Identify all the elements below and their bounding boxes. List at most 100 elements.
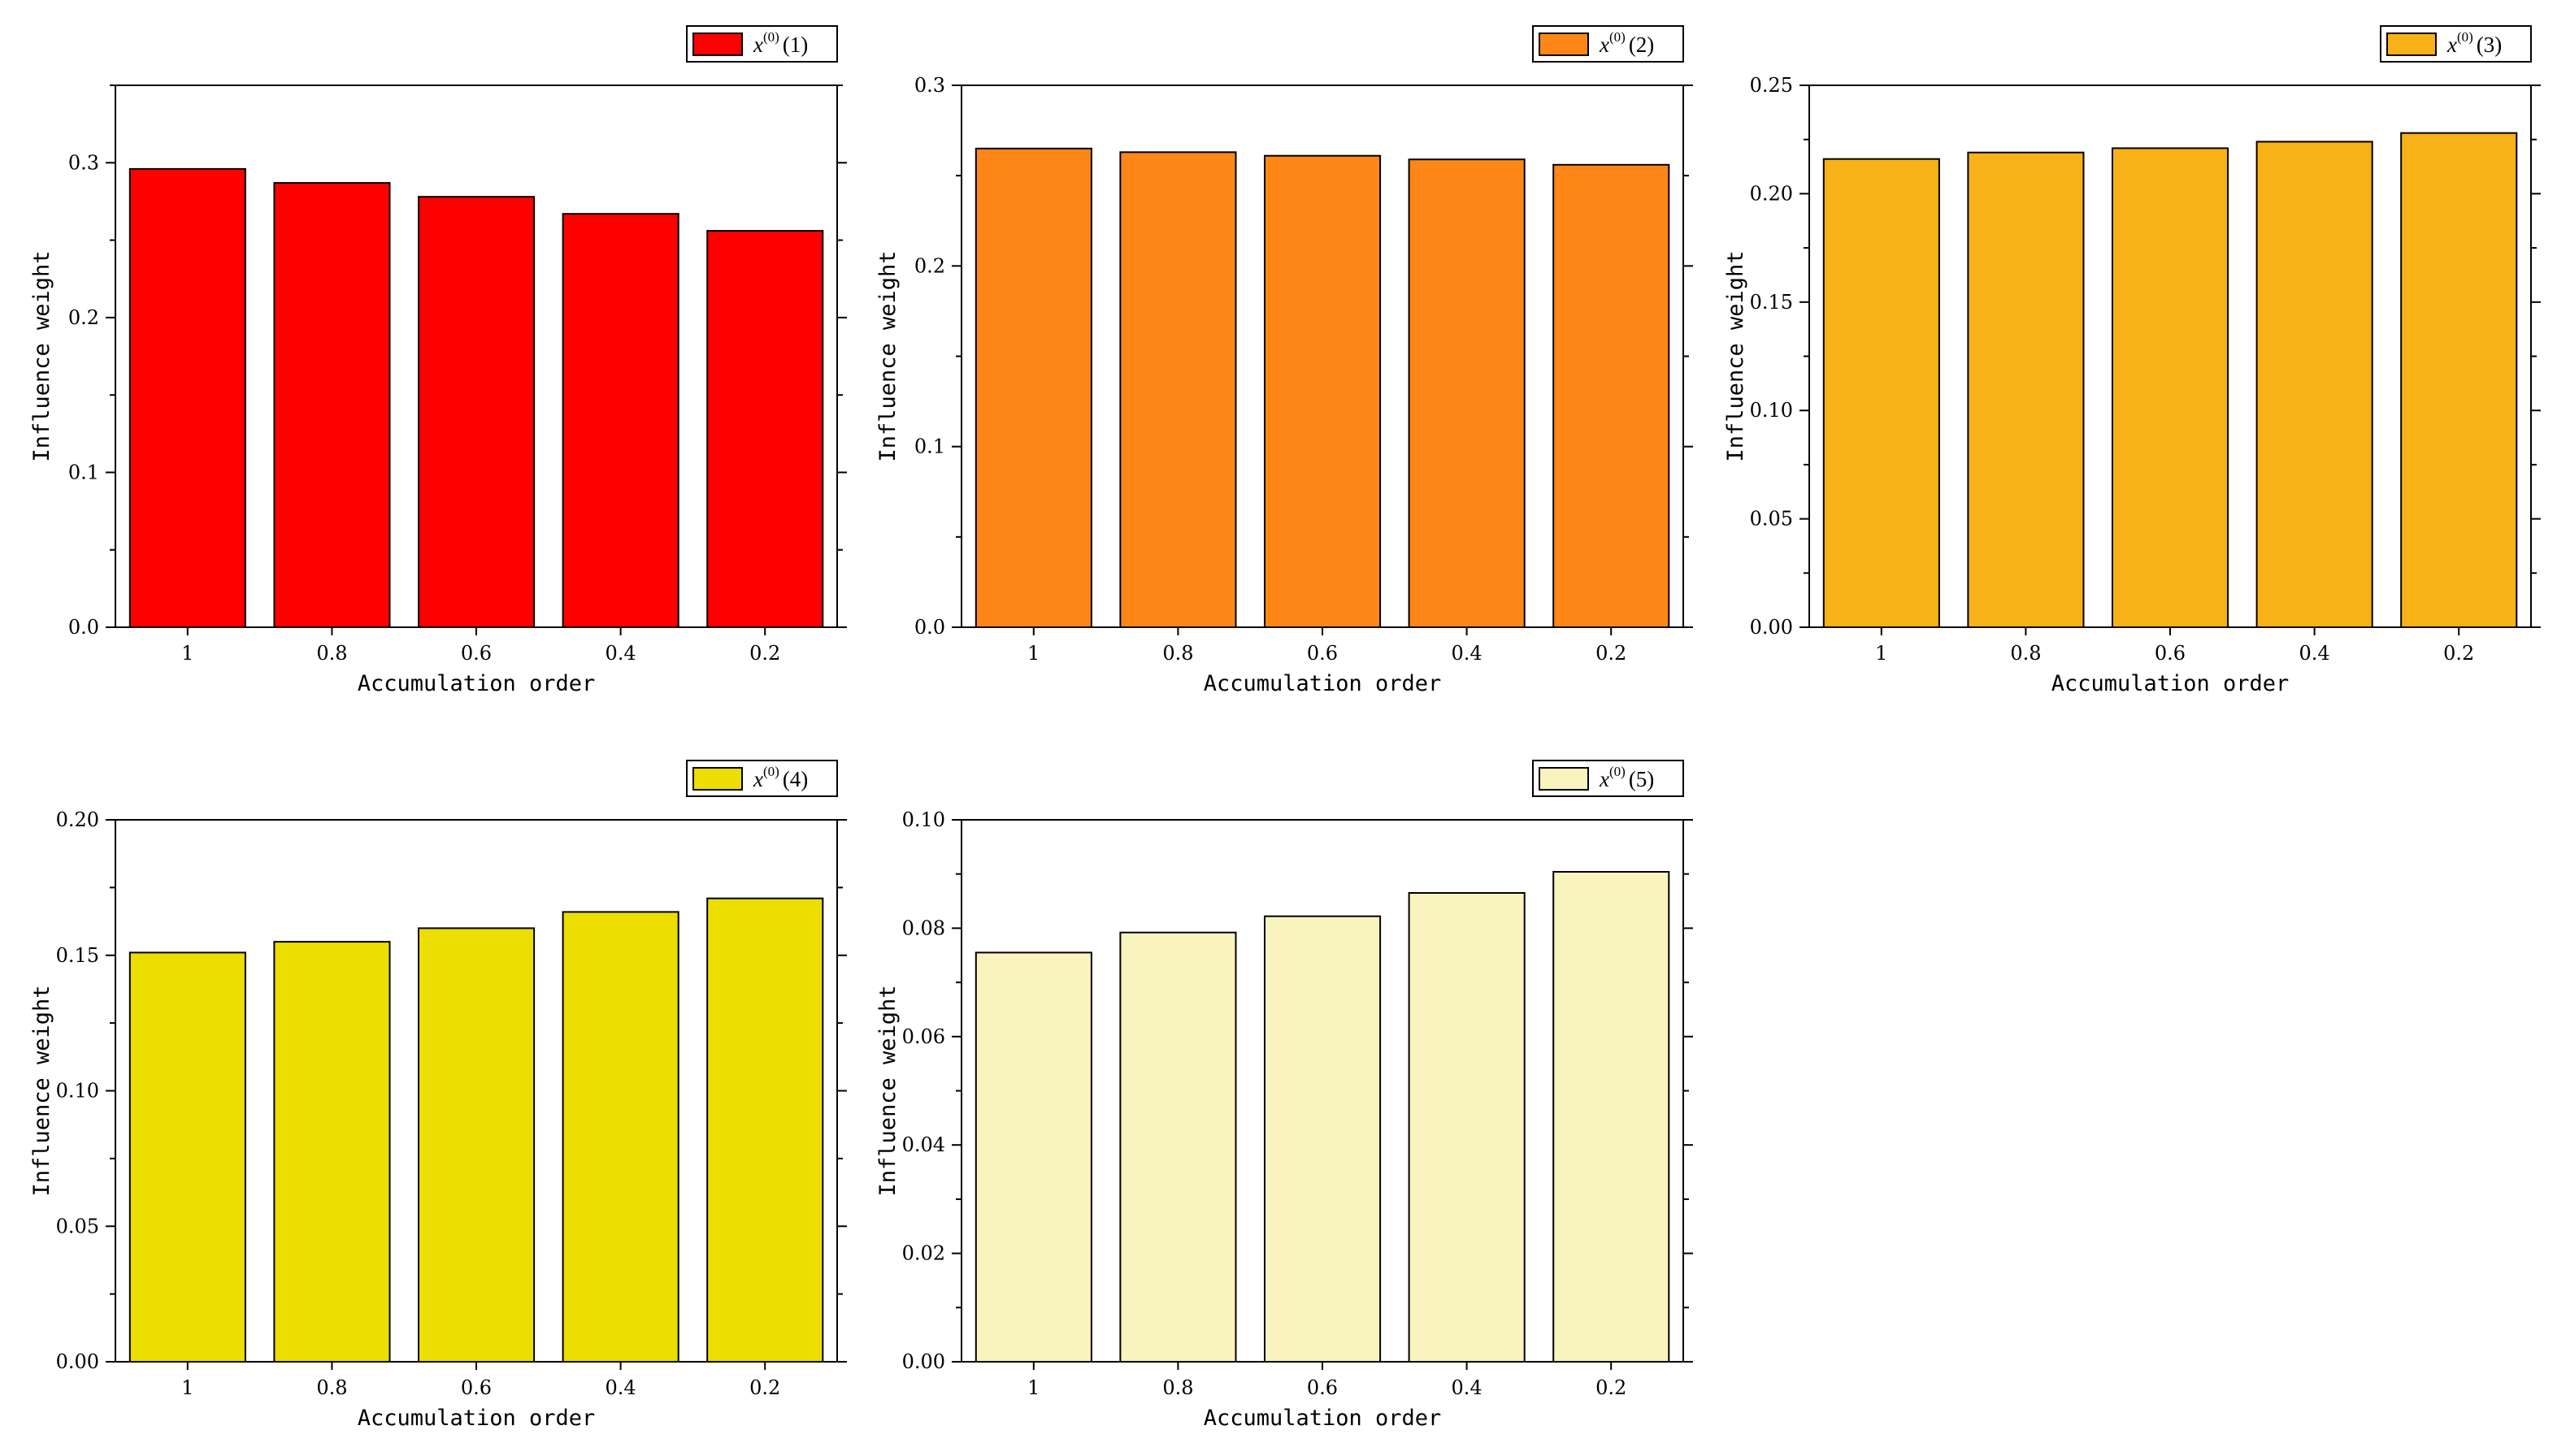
chart-5-xtick-label-4: 0.4: [1452, 1376, 1483, 1399]
chart-5-ytick-label-1: 0.00: [902, 1350, 945, 1373]
chart-3-bar-4: [2255, 141, 2373, 628]
chart-4-xlabel: Accumulation order: [358, 1406, 596, 1431]
chart-3-ylabel: Influence weight: [1723, 250, 1748, 462]
chart-4-xtick-label-3: 0.6: [461, 1376, 492, 1399]
chart-4-xtick-label-5: 0.2: [749, 1376, 780, 1399]
chart-5-xtick-label-2: 0.8: [1162, 1376, 1193, 1399]
chart-4-ytick-label-2: 0.05: [56, 1215, 99, 1237]
chart-3-ytick-label-1: 0.00: [1750, 616, 1793, 639]
chart-5-ytick-label-6: 0.10: [902, 808, 945, 831]
chart-5-legend-suffix: (5): [1629, 767, 1654, 791]
chart-5-ytick-label-3: 0.04: [902, 1133, 945, 1156]
chart-2-xtick-label-5: 0.2: [1595, 642, 1626, 665]
chart-3-ytick-label-6: 0.25: [1750, 74, 1793, 97]
chart-2-bar-2: [1119, 151, 1237, 629]
chart-2-legend-var: x: [1599, 32, 1609, 57]
chart-5-bar-4: [1408, 892, 1526, 1363]
chart-3-ytick-label-4: 0.15: [1750, 291, 1793, 314]
chart-5-legend-swatch: [1539, 767, 1589, 791]
chart-5-bar-5: [1552, 871, 1670, 1363]
chart-2-legend: x(0) (2): [1532, 25, 1684, 63]
chart-4-legend-swatch: [692, 767, 743, 791]
chart-4-bar-5: [706, 897, 824, 1363]
chart-2-ytick-label-3: 0.2: [914, 254, 945, 277]
chart-2-xlabel: Accumulation order: [1204, 671, 1442, 696]
chart-2-xtick-label-2: 0.8: [1162, 642, 1193, 665]
chart-3: 0.00 0.05 0.10 0.15 0.20 0.25 1 0.8 0.6 0.4 0.2 Acc…: [1723, 25, 2541, 696]
chart-2-bar-5: [1552, 163, 1670, 629]
chart-1-xtick-label-4: 0.4: [606, 642, 636, 665]
chart-1-ytick-label-2: 0.1: [68, 461, 99, 483]
chart-5: 0.00 0.02 0.04 0.06 0.08 0.10 1 0.8 0.6 0.4 0.2 Acc…: [875, 760, 1693, 1431]
chart-5-xlabel: Accumulation order: [1204, 1406, 1442, 1431]
chart-5-ytick-label-2: 0.02: [902, 1242, 945, 1265]
chart-4-ytick-label-1: 0.00: [56, 1350, 99, 1373]
chart-1: 0.0 0.1 0.2 0.3 1 0.8 0.6 0.4 0.2 Accumulation or…: [29, 25, 847, 696]
chart-1-xlabel: Accumulation order: [358, 671, 596, 696]
chart-5-legend-var: x: [1599, 767, 1609, 791]
chart-2-ytick-label-4: 0.3: [914, 74, 945, 97]
chart-2: 0.0 0.1 0.2 0.3 1 0.8 0.6 0.4 0.2 Accumulation or…: [875, 25, 1693, 696]
chart-4-xtick-label-2: 0.8: [316, 1376, 347, 1399]
chart-2-legend-swatch: [1539, 32, 1589, 56]
chart-5-xtick-label-5: 0.2: [1595, 1376, 1626, 1399]
chart-2-ytick-label-2: 0.1: [914, 436, 945, 458]
chart-3-xtick-label-4: 0.4: [2299, 642, 2330, 665]
chart-4-legend: x(0) (4): [686, 760, 838, 797]
chart-1-ytick-label-4: 0.3: [68, 151, 99, 174]
chart-2-ylabel: Influence weight: [875, 250, 901, 462]
chart-1-ytick-label-1: 0.0: [68, 616, 99, 639]
chart-4: 0.00 0.05 0.10 0.15 0.20 1 0.8 0.6 0.4 0.2 Accumul…: [29, 760, 847, 1431]
chart-5-xtick-label-1: 1: [1027, 1376, 1040, 1399]
chart-1-legend: x(0) (1): [686, 25, 838, 63]
chart-1-legend-sup: (0): [763, 29, 779, 45]
chart-2-xtick-label-3: 0.6: [1307, 642, 1338, 665]
chart-3-bar-2: [1967, 151, 2085, 628]
chart-2-xtick-label-1: 1: [1027, 642, 1040, 665]
chart-5-legend-label: x(0) (5): [1599, 764, 1654, 791]
chart-5-bar-3: [1264, 915, 1382, 1363]
chart-2-legend-label: x(0) (2): [1599, 29, 1654, 57]
chart-3-legend-sup: (0): [2457, 29, 2473, 45]
chart-1-legend-suffix: (1): [783, 32, 808, 57]
chart-4-xtick-label-1: 1: [181, 1376, 193, 1399]
chart-3-xtick-label-3: 0.6: [2155, 642, 2186, 665]
chart-2-ytick-label-1: 0.0: [914, 616, 945, 639]
chart-1-xtick-label-2: 0.8: [316, 642, 347, 665]
chart-3-xtick-label-1: 1: [1875, 642, 1887, 665]
chart-3-legend-var: x: [2446, 32, 2457, 57]
chart-5-legend: x(0) (5): [1532, 760, 1684, 797]
chart-3-bar-3: [2112, 147, 2229, 628]
chart-2-legend-sup: (0): [1609, 29, 1626, 45]
chart-3-xtick-label-5: 0.2: [2443, 642, 2474, 665]
chart-5-legend-sup: (0): [1609, 764, 1626, 779]
chart-1-bar-5: [706, 230, 824, 628]
chart-1-legend-swatch: [692, 32, 743, 56]
chart-3-legend-suffix: (3): [2477, 32, 2502, 57]
chart-3-bar-5: [2400, 132, 2518, 628]
chart-5-ytick-label-4: 0.06: [902, 1025, 945, 1048]
chart-2-xtick-label-4: 0.4: [1452, 642, 1483, 665]
chart-1-bar-3: [418, 196, 536, 628]
chart-4-ytick-label-3: 0.10: [56, 1080, 99, 1103]
chart-2-bar-3: [1264, 154, 1382, 628]
chart-4-bar-4: [562, 911, 679, 1363]
chart-3-legend-swatch: [2386, 32, 2437, 56]
chart-4-legend-var: x: [753, 767, 763, 791]
chart-1-legend-var: x: [753, 32, 763, 57]
chart-3-xtick-label-2: 0.8: [2010, 642, 2041, 665]
chart-4-xtick-label-4: 0.4: [606, 1376, 636, 1399]
chart-2-bar-1: [975, 147, 1092, 629]
chart-1-legend-label: x(0) (1): [753, 29, 808, 57]
chart-1-bar-2: [273, 182, 391, 629]
chart-3-ytick-label-3: 0.10: [1750, 399, 1793, 422]
chart-4-bar-3: [418, 927, 536, 1363]
chart-4-ytick-label-4: 0.15: [56, 944, 99, 967]
chart-5-xtick-label-3: 0.6: [1307, 1376, 1338, 1399]
chart-4-legend-sup: (0): [763, 764, 779, 779]
chart-5-ylabel: Influence weight: [875, 985, 901, 1196]
chart-4-ytick-label-5: 0.20: [56, 808, 99, 831]
chart-3-legend: x(0) (3): [2380, 25, 2532, 63]
chart-1-xtick-label-5: 0.2: [749, 642, 780, 665]
